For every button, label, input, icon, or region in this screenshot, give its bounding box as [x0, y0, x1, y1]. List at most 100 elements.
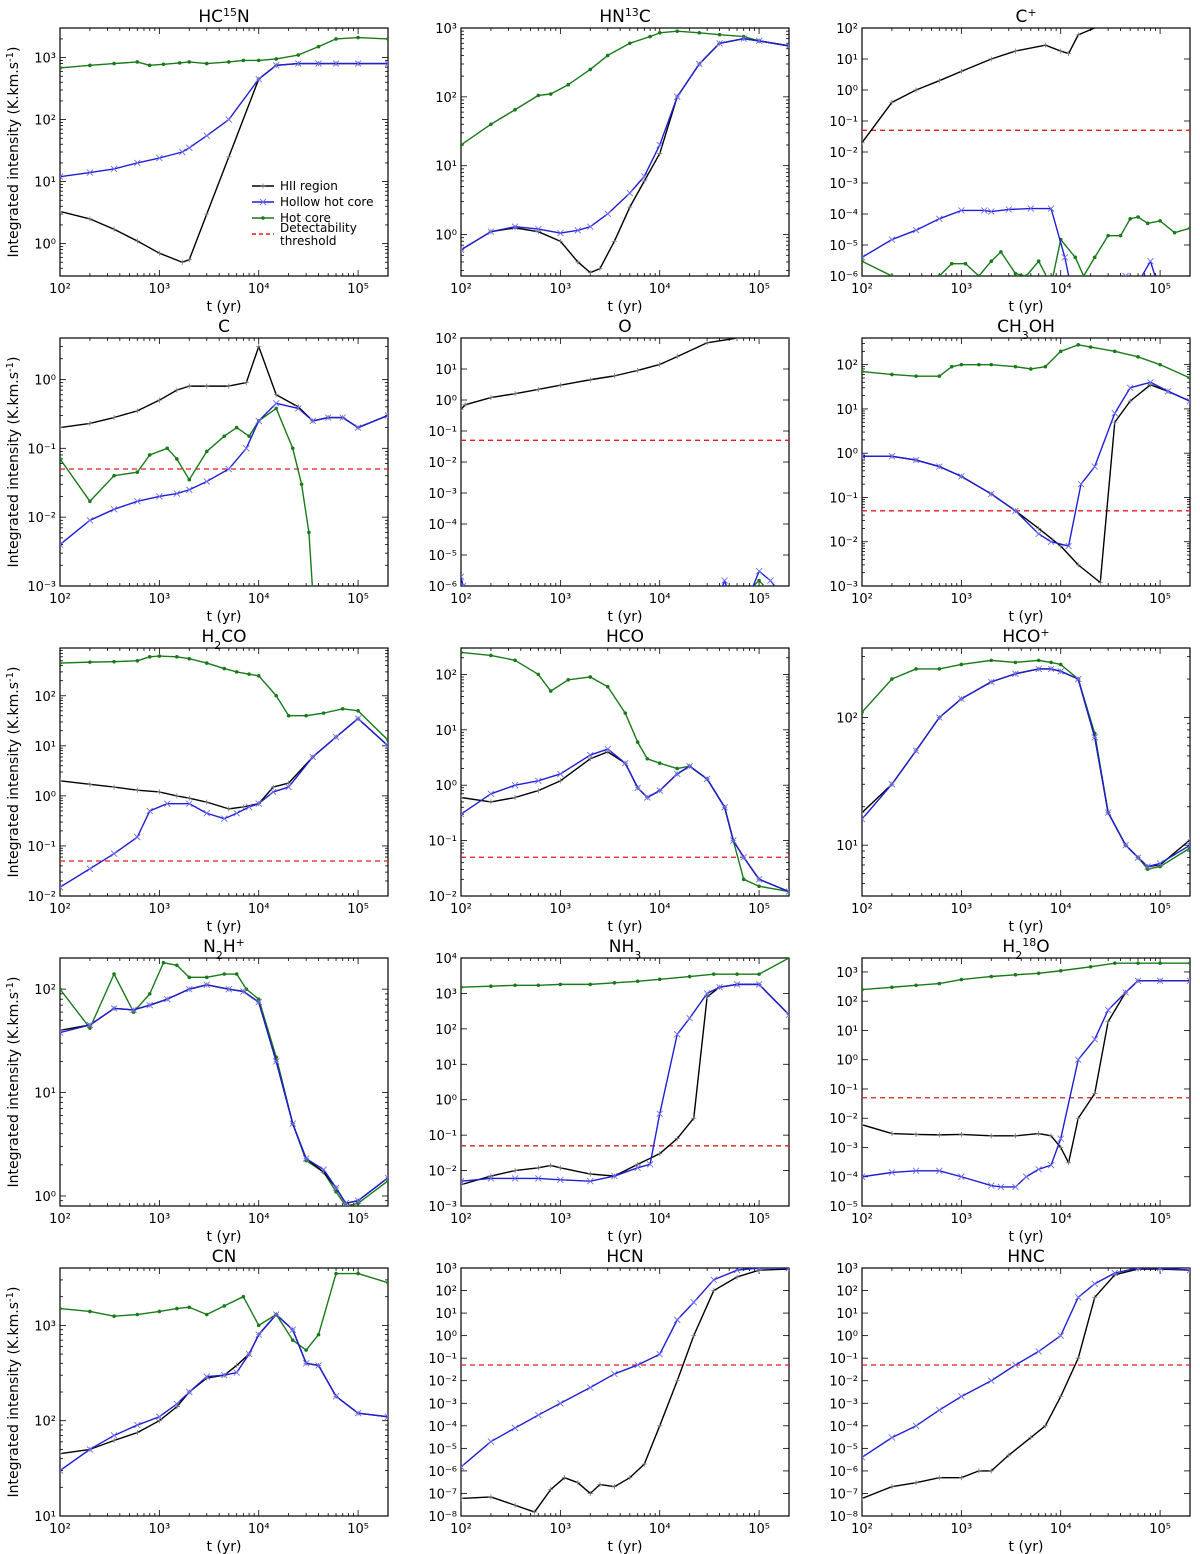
data-point	[226, 806, 232, 812]
data-point	[461, 1463, 465, 1471]
plot-frame	[861, 27, 1191, 277]
data-point	[321, 711, 326, 715]
data-point	[296, 53, 301, 57]
data-point	[163, 995, 171, 1003]
x-tick-label: 10³	[950, 592, 972, 607]
data-point	[1073, 255, 1078, 260]
x-tick-label: 10²	[450, 1212, 472, 1227]
data-point	[597, 1481, 603, 1487]
x-tick-label: 10⁵	[1149, 902, 1171, 917]
data-point	[134, 497, 141, 505]
y-tick-label: 10¹	[435, 1307, 457, 1322]
data-point	[334, 1271, 338, 1276]
data-point	[386, 738, 388, 742]
y-tick-label: 10⁰	[836, 1054, 858, 1069]
data-point	[1112, 961, 1117, 965]
y-tick-label: 10⁻¹	[27, 840, 56, 855]
data-point	[1111, 1269, 1119, 1277]
data-point	[786, 1268, 789, 1272]
y-tick-label: 10²	[435, 1023, 457, 1038]
plot-area	[461, 29, 789, 276]
data-point	[548, 1162, 554, 1168]
data-point	[386, 1280, 388, 1285]
y-tick-label: 10²	[836, 711, 858, 726]
data-point	[1075, 562, 1081, 568]
data-point	[512, 1168, 518, 1174]
data-point	[60, 1306, 62, 1311]
data-point	[936, 714, 943, 721]
data-point	[461, 406, 464, 412]
legend-label: Detectability threshold	[280, 221, 357, 248]
y-tick-label: 10⁻¹	[829, 1083, 858, 1098]
data-point	[203, 809, 211, 817]
plot-frame	[460, 27, 790, 277]
data-point	[354, 424, 362, 431]
data-point	[588, 675, 593, 679]
data-point	[512, 1502, 518, 1508]
y-tick-label: 10⁰	[836, 84, 858, 99]
data-point	[270, 784, 276, 790]
data-point	[60, 1451, 63, 1457]
x-tick-label: 10⁴	[1050, 1522, 1072, 1537]
series-hii-region-line	[60, 345, 388, 429]
data-point	[286, 713, 291, 718]
data-point	[535, 225, 542, 233]
data-point	[604, 745, 612, 753]
data-point	[958, 207, 965, 214]
data-point	[1066, 51, 1072, 57]
data-point	[936, 1406, 943, 1414]
data-point	[461, 247, 464, 253]
data-point	[315, 60, 322, 67]
plot-frame	[460, 957, 790, 1207]
data-point	[511, 781, 519, 789]
data-point	[156, 154, 163, 162]
x-axis-label: t (yr)	[207, 299, 242, 315]
x-tick-label: 10³	[148, 902, 170, 917]
panel-hco: 10² 10³ 10⁴ 10⁵ 10⁻² 10⁻¹ 10⁰ 10¹ 10² HCO t (yr)	[428, 627, 790, 935]
data-point	[656, 1110, 664, 1118]
series-hot-core	[461, 958, 789, 989]
data-point	[220, 815, 228, 823]
data-point	[958, 473, 965, 480]
data-point	[461, 985, 463, 989]
y-tick-label: 10⁰	[435, 1330, 457, 1345]
data-point	[356, 1271, 360, 1276]
data-point	[1091, 463, 1099, 470]
data-point	[605, 53, 610, 58]
data-point	[936, 1132, 942, 1138]
y-tick-label: 10⁰	[435, 779, 457, 794]
data-point	[989, 658, 994, 663]
y-tick-label: 10⁻²	[428, 1375, 457, 1390]
data-point	[272, 1058, 280, 1065]
data-point	[1036, 259, 1041, 264]
data-point	[256, 1323, 261, 1328]
data-point	[937, 981, 942, 986]
x-tick-label: 10⁵	[347, 1522, 369, 1537]
series-hollow-hot-core-line	[862, 207, 1156, 276]
data-point	[536, 93, 541, 98]
series-hollow-hot-core-line	[461, 748, 789, 893]
data-point	[862, 1454, 866, 1461]
series-hii-region-line	[461, 1268, 789, 1513]
series-hollow-hot-core	[60, 981, 388, 1206]
data-point	[673, 93, 681, 101]
data-point	[384, 1413, 388, 1421]
data-point	[605, 749, 611, 755]
x-tick-label: 10²	[851, 282, 873, 297]
data-point	[1081, 274, 1086, 276]
data-point	[87, 216, 93, 222]
data-point	[786, 1012, 789, 1018]
plot-area	[60, 35, 388, 265]
x-tick-label: 10²	[450, 1522, 472, 1537]
data-point	[177, 61, 182, 65]
data-point	[1042, 42, 1048, 48]
x-tick-label: 10²	[49, 592, 71, 607]
data-point	[86, 516, 94, 524]
x-tick-label: 10²	[851, 592, 873, 607]
data-point	[222, 434, 227, 438]
x-tick-label: 10²	[851, 1522, 873, 1537]
series-hollow-hot-core-line	[862, 381, 1190, 547]
data-point	[157, 1309, 162, 1314]
data-point	[286, 780, 292, 786]
series-hot-core	[60, 406, 314, 586]
